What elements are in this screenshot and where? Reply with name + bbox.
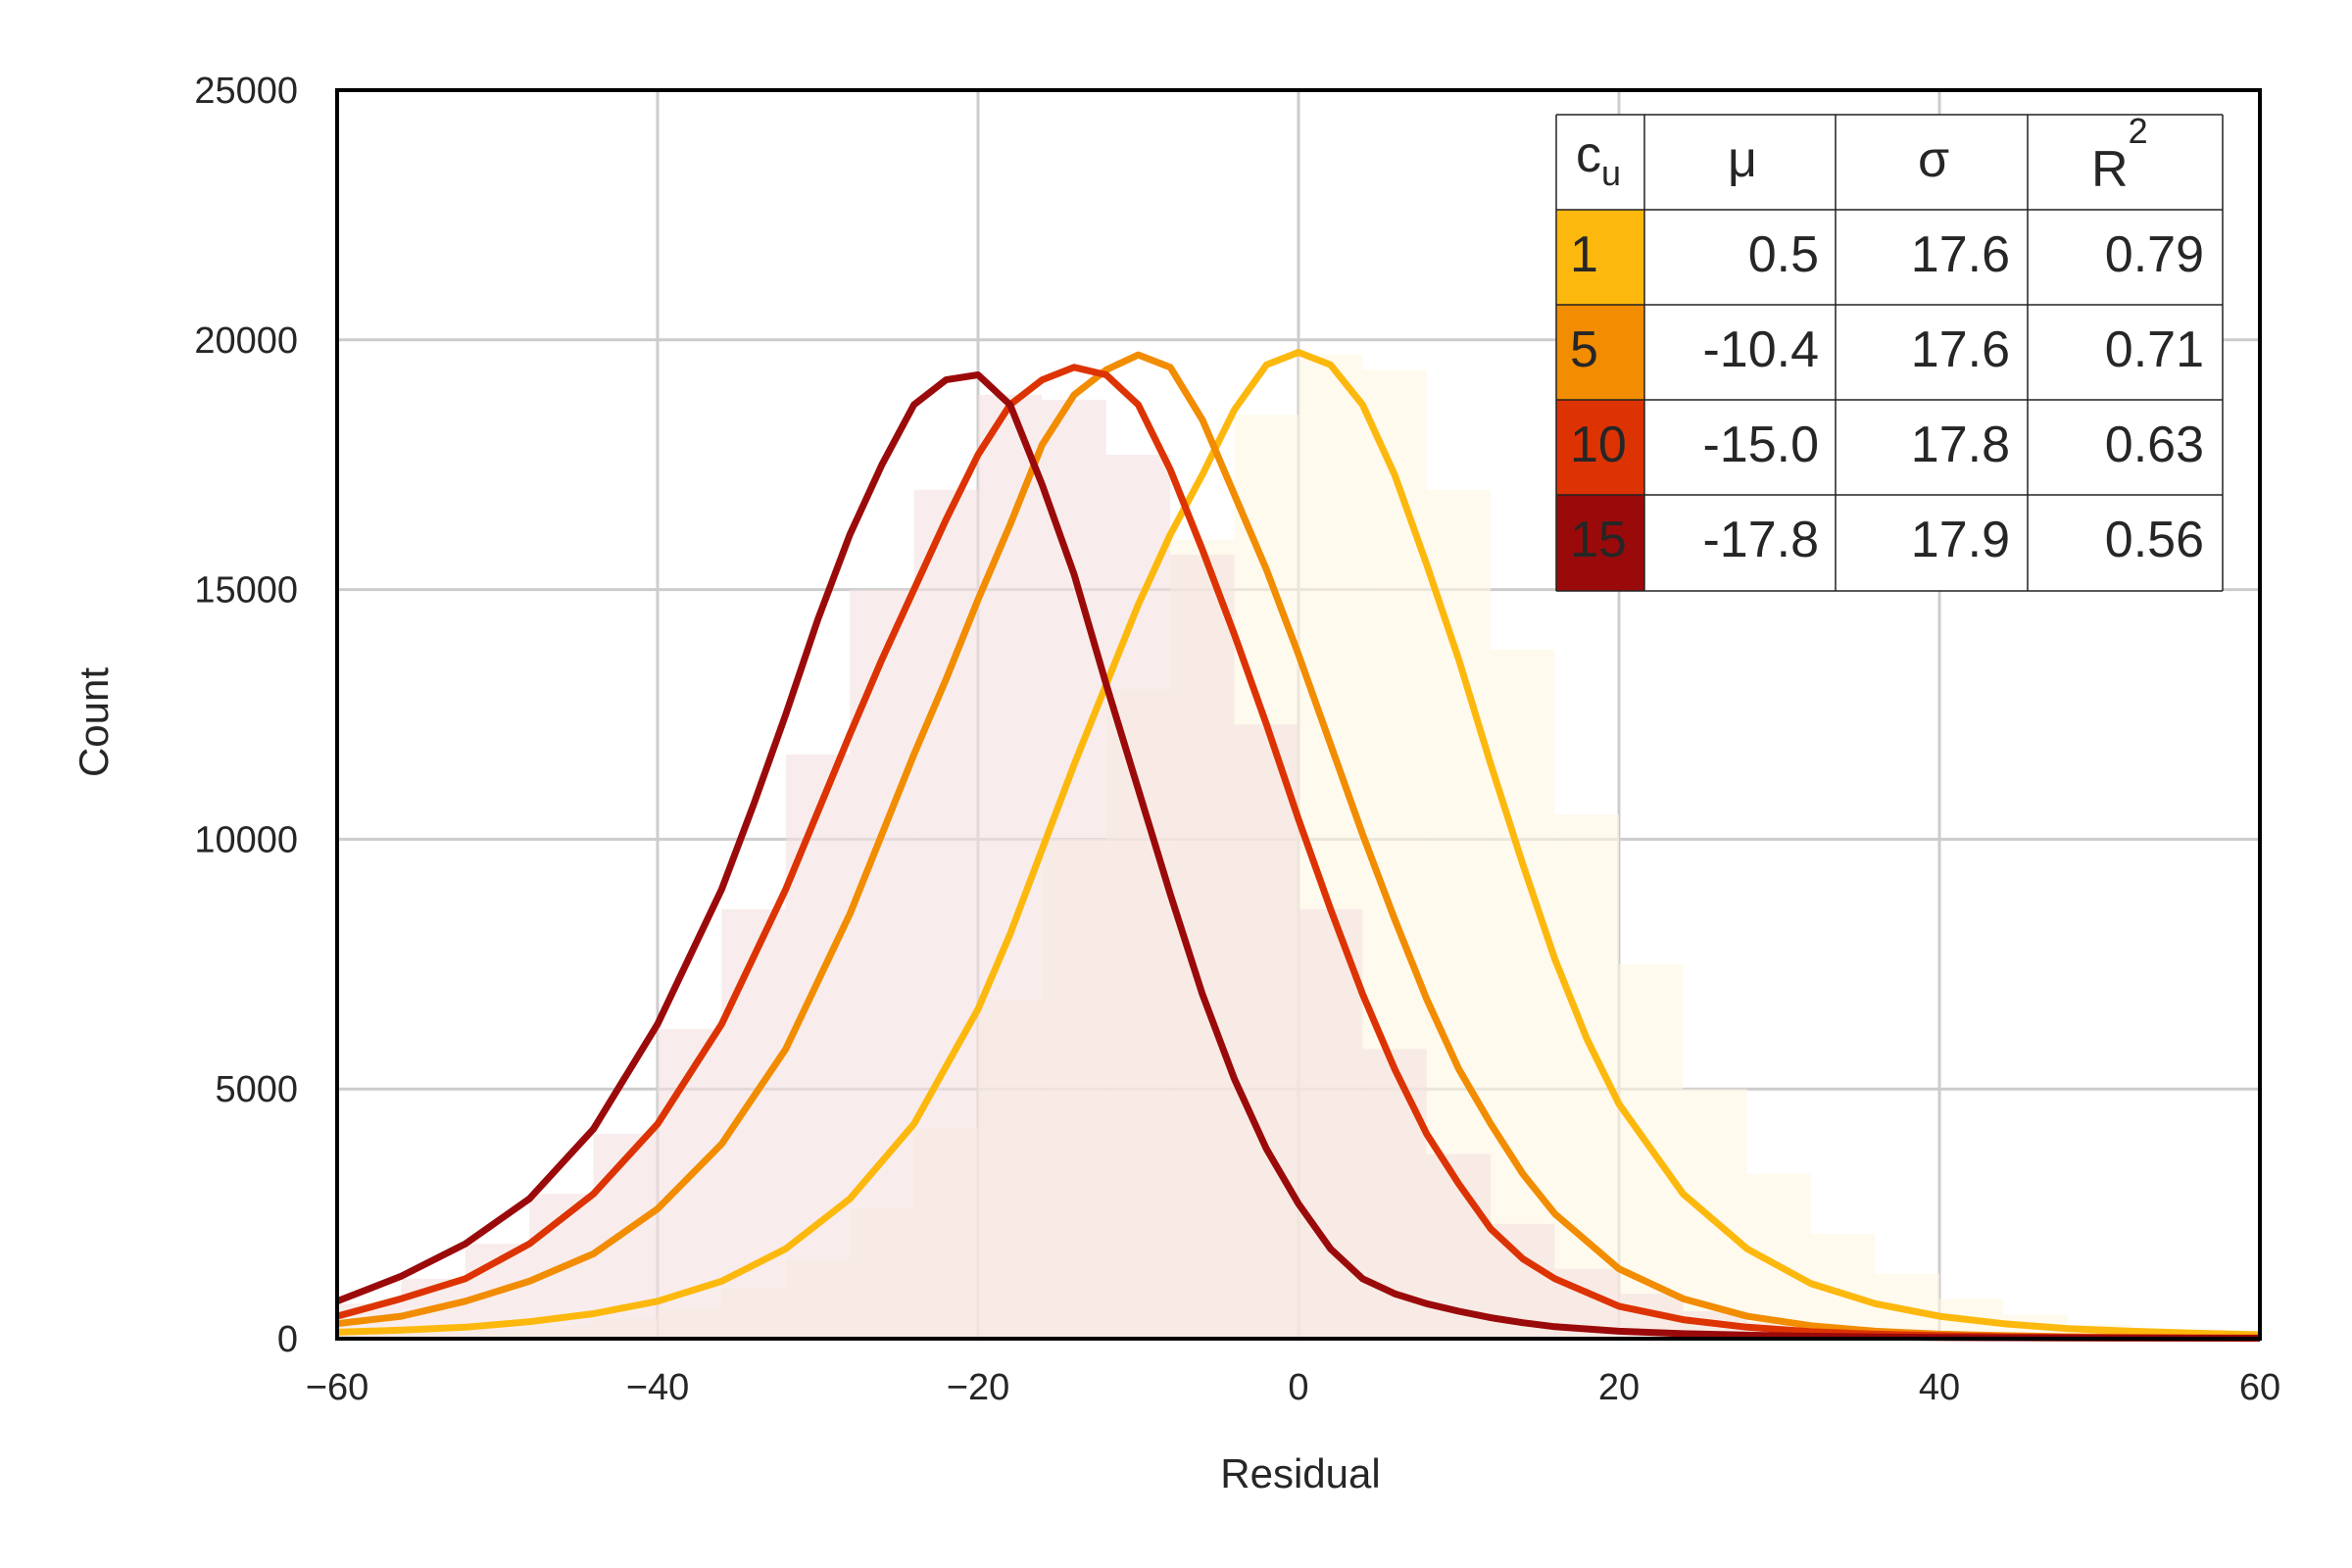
table-cell-cu: 15 [1570, 512, 1627, 568]
histogram-bar [1683, 1089, 1747, 1339]
table-header-r2-sup: 2 [2129, 111, 2148, 151]
table-cell-mu: -17.8 [1702, 512, 1819, 568]
fit-curve-cu-15 [335, 371, 2261, 1343]
histogram-bar [1105, 455, 1171, 1339]
table-header-r2: R2 [2091, 111, 2148, 198]
table-header-r2-main: R [2091, 141, 2129, 198]
table-swatch-cu-5 [1556, 305, 1644, 400]
table-cell-sigma: 17.6 [1911, 321, 2010, 378]
y-tick-label: 5000 [215, 1069, 298, 1110]
table-header-mu: μ [1728, 131, 1757, 188]
histogram-bar [1234, 724, 1298, 1339]
y-axis-label: Count [71, 667, 117, 777]
x-tick-label: 20 [1598, 1367, 1640, 1408]
table-cell-cu: 1 [1570, 226, 1598, 283]
table-cell-mu: -10.4 [1702, 321, 1819, 378]
x-tick-labels: −60 −40 −20 0 20 40 60 [306, 1367, 2280, 1408]
x-axis-label: Residual [1220, 1450, 1380, 1496]
fit-curve-cu-10 [336, 364, 2261, 1342]
fit-curve-cu-1 [336, 349, 2261, 1339]
histogram-bar [1170, 554, 1235, 1339]
table-cell-cu: 10 [1570, 416, 1627, 473]
table-cell-r2: 0.56 [2105, 512, 2204, 568]
stats-table: cu μ σ R2 1 0.5 17.6 0.79 5 -10.4 17.6 0… [1555, 111, 2224, 592]
x-tick-label: 0 [1288, 1367, 1308, 1408]
y-tick-label: 0 [277, 1319, 298, 1360]
table-header-cu-sub: u [1601, 153, 1621, 193]
table-row: 10 -15.0 17.8 0.63 [1570, 416, 2204, 473]
plot-frame [335, 88, 2262, 1341]
table-color-swatches [1556, 210, 1644, 591]
table-header-cu: cu [1576, 126, 1621, 193]
table-swatch-cu-15 [1556, 495, 1644, 591]
x-tick-label: −60 [306, 1367, 368, 1408]
histogram-bar [978, 394, 1043, 1340]
y-tick-label: 10000 [194, 819, 298, 860]
table-swatch-cu-10 [1556, 400, 1644, 495]
table-cell-cu: 5 [1570, 321, 1598, 378]
y-tick-label: 25000 [194, 71, 298, 112]
table-cell-sigma: 17.8 [1911, 416, 2010, 473]
table-cell-r2: 0.63 [2105, 416, 2204, 473]
table-row: 15 -17.8 17.9 0.56 [1570, 512, 2204, 568]
table-row: 1 0.5 17.6 0.79 [1570, 226, 2204, 283]
histogram-bar [785, 754, 851, 1339]
table-header-sigma: σ [1918, 131, 1949, 188]
table-cell-mu: -15.0 [1702, 416, 1819, 473]
table-cell-r2: 0.79 [2105, 226, 2204, 283]
table-background [1556, 115, 2223, 591]
table-cell-sigma: 17.6 [1911, 226, 2010, 283]
y-tick-labels: 0 5000 10000 15000 20000 25000 [194, 71, 298, 1360]
table-header-cu-main: c [1576, 126, 1601, 183]
table-row: 5 -10.4 17.6 0.71 [1570, 321, 2204, 378]
table-cell-mu: 0.5 [1748, 226, 1819, 283]
table-swatch-cu-1 [1556, 210, 1644, 305]
table-grid [1555, 114, 2224, 592]
x-tick-label: 60 [2239, 1367, 2280, 1408]
y-tick-label: 15000 [194, 570, 298, 612]
y-tick-label: 20000 [194, 320, 298, 362]
x-tick-label: 40 [1919, 1367, 1960, 1408]
fit-curve-cu-5 [336, 351, 2261, 1342]
table-cell-sigma: 17.9 [1911, 512, 2010, 568]
x-tick-label: −20 [947, 1367, 1009, 1408]
table-cell-r2: 0.71 [2105, 321, 2204, 378]
histogram-bars [337, 355, 2260, 1340]
histogram-bar [1042, 399, 1106, 1339]
x-tick-label: −40 [626, 1367, 689, 1408]
fit-curves [335, 349, 2261, 1343]
histogram-bar [850, 589, 914, 1339]
